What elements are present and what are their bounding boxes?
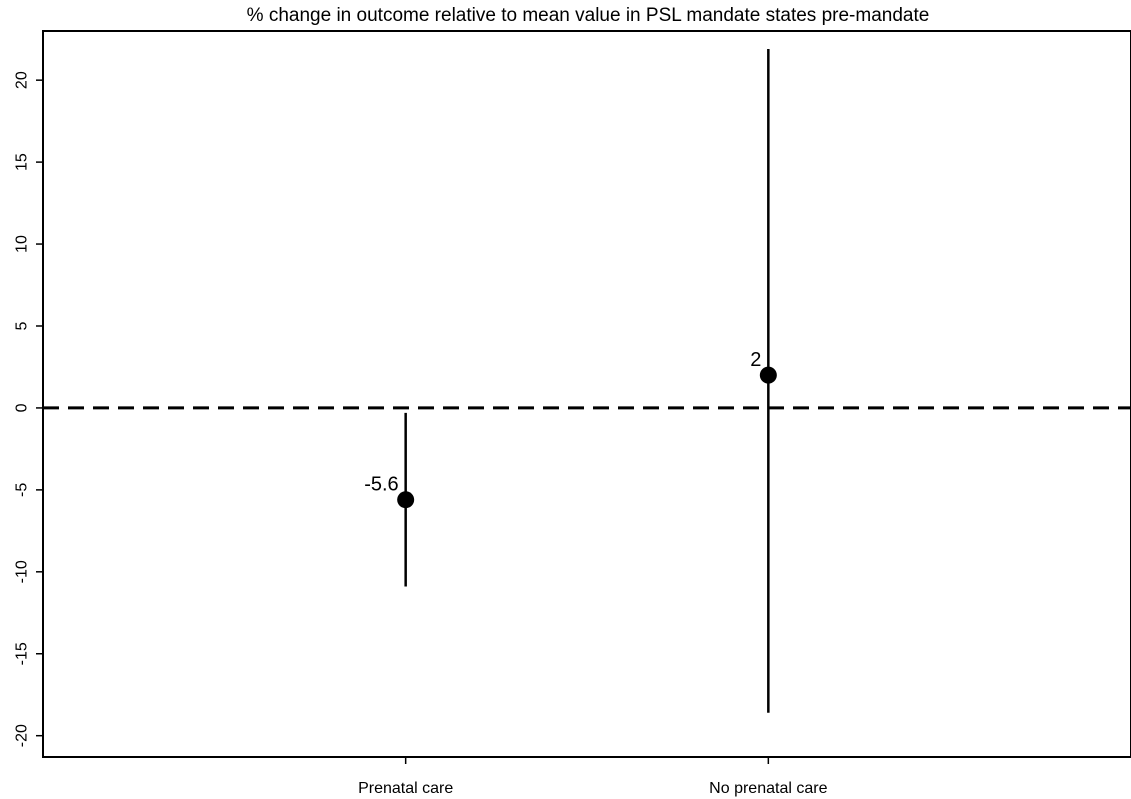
data-label: -5.6 [364,474,398,496]
point-estimate [759,366,777,384]
y-tick-label: -5 [14,483,31,497]
plot-frame [42,30,1131,758]
data-label: 2 [750,349,761,371]
chart-title: % change in outcome relative to mean val… [247,5,930,26]
y-tick-label: 20 [14,71,31,89]
y-tick-label: -20 [14,724,31,747]
y-tick-label: 10 [14,235,31,253]
point-estimate [397,491,415,509]
y-tick-label: -15 [14,642,31,665]
y-tick-label: 5 [14,321,31,330]
y-tick-label: -10 [14,560,31,583]
chart-marks: -5.6 2 [364,49,777,713]
x-axis: Prenatal care No prenatal care [358,757,828,797]
x-tick-label: Prenatal care [358,780,453,797]
y-tick-label: 15 [14,153,31,171]
y-axis: -20 -15 -10 -5 0 5 10 15 20 [14,71,43,747]
x-tick-label: No prenatal care [709,780,827,797]
y-tick-label: 0 [14,403,31,412]
